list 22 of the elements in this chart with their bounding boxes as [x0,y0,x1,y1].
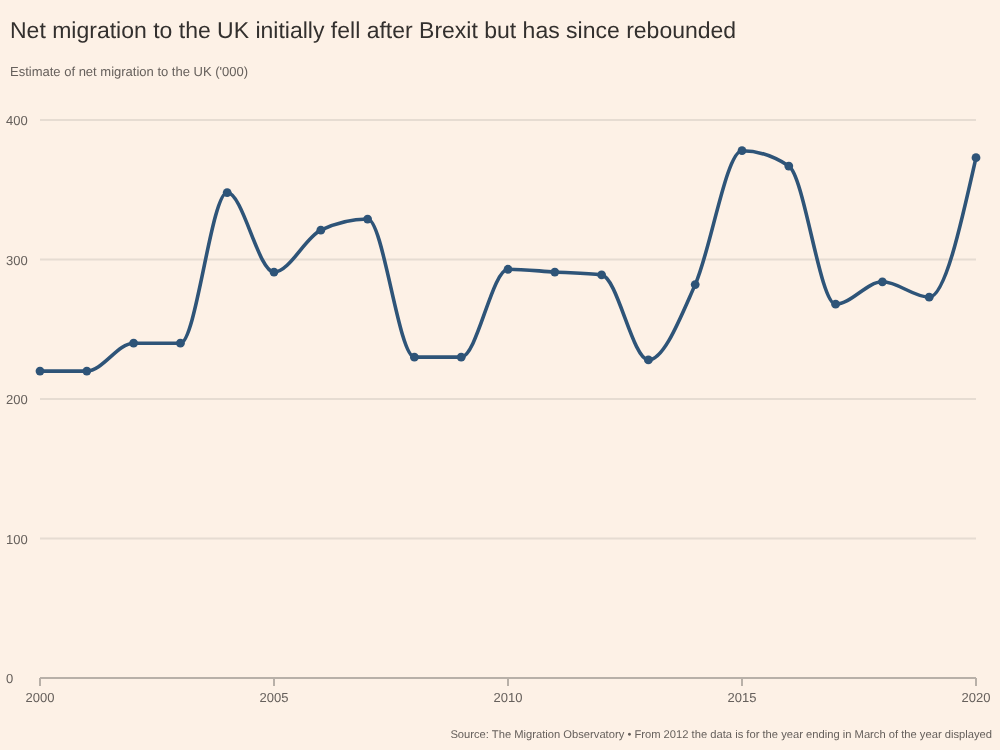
point [924,292,934,302]
point [176,338,185,348]
point [35,366,45,376]
point [316,225,326,235]
point [410,352,419,362]
point [644,355,653,365]
point [82,366,92,376]
point [597,270,606,280]
point [971,153,981,163]
point [503,264,513,274]
point [363,214,372,224]
point [456,352,466,362]
point [129,338,138,348]
point [831,299,840,309]
point [222,188,232,197]
point [737,146,747,156]
point [878,277,887,287]
chart-title: Net migration to the UK initially fell after Brexit but has since rebounded [10,20,737,44]
point [550,267,560,277]
point [784,161,794,171]
point [269,267,279,277]
point [690,280,700,290]
